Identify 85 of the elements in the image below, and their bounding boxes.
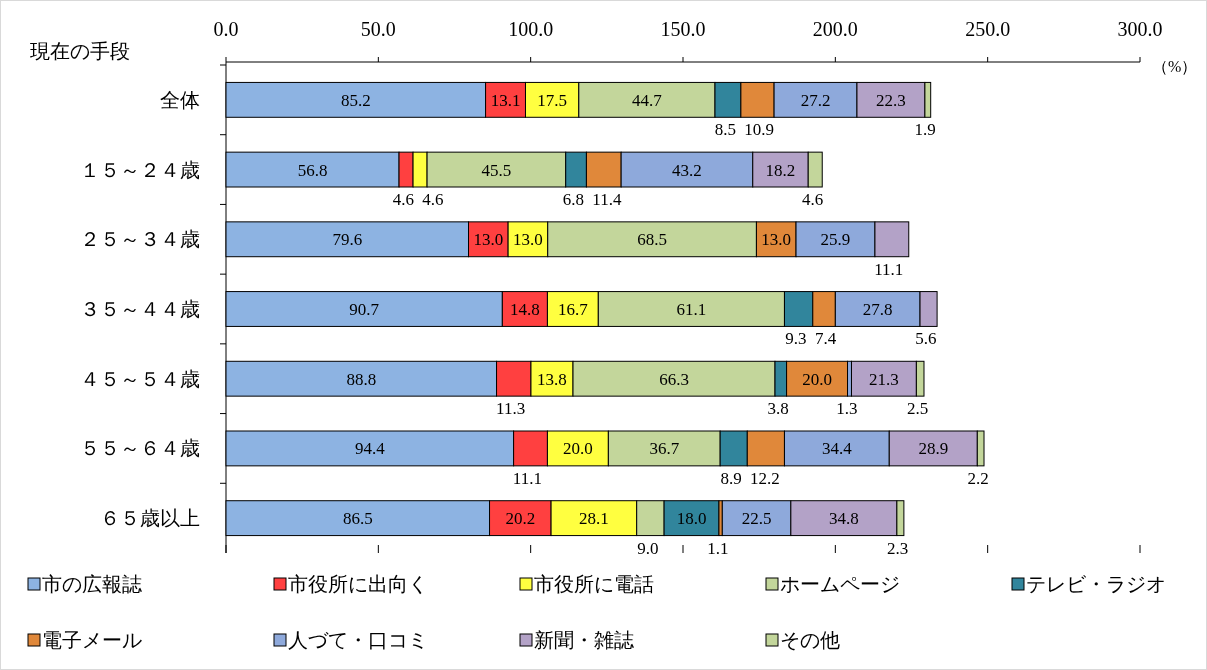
data-label: 45.5 — [481, 160, 512, 180]
data-label: 22.5 — [741, 509, 772, 529]
data-label: 13.0 — [513, 230, 543, 250]
legend-label: ホームページ — [780, 573, 900, 595]
data-label: 4.6 — [422, 190, 444, 209]
legend-label: その他 — [780, 629, 840, 651]
data-label: 94.4 — [354, 439, 386, 459]
legend-label: 市役所に出向く — [288, 573, 428, 595]
data-label: 13.0 — [761, 230, 792, 250]
data-label: 14.8 — [510, 300, 540, 319]
data-label: 6.8 — [562, 190, 585, 209]
data-label: 86.5 — [342, 509, 373, 529]
data-label: 88.8 — [346, 369, 377, 389]
data-label: 85.2 — [340, 90, 371, 110]
y-tick-label: ３５～４４歳 — [80, 298, 200, 320]
data-label: 12.2 — [749, 468, 780, 488]
data-label: 2.5 — [906, 399, 929, 419]
x-tick-label: 150.0 — [660, 18, 706, 40]
data-label: 11.1 — [512, 468, 542, 488]
data-label: 1.1 — [707, 538, 729, 558]
legend-label: 市役所に電話 — [534, 573, 654, 595]
x-tick-label: 250.0 — [965, 18, 1011, 40]
y-tick-label: １５～２４歳 — [80, 158, 200, 181]
data-label: 11.4 — [592, 190, 622, 209]
data-label: 34.8 — [828, 509, 859, 529]
legend-label: 新聞・雑誌 — [534, 629, 634, 651]
data-label: 11.3 — [496, 399, 526, 419]
legend-label: 市の広報誌 — [42, 573, 142, 595]
data-label: 79.6 — [332, 230, 363, 250]
data-label: 17.5 — [537, 90, 568, 110]
legend-label: 人づて・口コミ — [288, 629, 428, 651]
data-label: 2.2 — [967, 468, 989, 488]
y-tick-label: ５５～６４歳 — [80, 437, 200, 460]
data-label: 10.9 — [744, 120, 774, 140]
data-label: 43.2 — [672, 160, 702, 180]
x-tick-label: 200.0 — [812, 18, 858, 40]
data-label: 56.8 — [297, 160, 328, 180]
data-label: 25.9 — [820, 230, 851, 250]
data-label: 13.0 — [473, 230, 504, 250]
y-tick-label: ２５～３４歳 — [80, 228, 200, 251]
data-label: 36.7 — [649, 439, 680, 459]
data-label: 27.2 — [800, 90, 831, 110]
data-label: 8.9 — [720, 468, 742, 488]
data-label: 90.7 — [349, 300, 380, 319]
data-label: 9.0 — [637, 538, 659, 558]
x-tick-label: 0.0 — [213, 18, 239, 40]
data-label: 18.0 — [676, 509, 707, 529]
data-label: 68.5 — [637, 230, 667, 250]
data-label: 13.8 — [537, 369, 567, 389]
legend-label: 電子メール — [42, 629, 142, 651]
data-label: 1.3 — [836, 399, 858, 419]
data-label: 5.6 — [915, 329, 937, 349]
data-label: 1.9 — [914, 120, 936, 140]
legend-label: テレビ・ラジオ — [1026, 573, 1166, 595]
y-tick-label: ４５～５４歳 — [80, 367, 200, 390]
data-label: 9.3 — [785, 329, 807, 349]
y-tick-label: ６５歳以上 — [100, 507, 200, 530]
data-label: 22.3 — [876, 90, 906, 110]
data-label: 34.4 — [821, 439, 853, 459]
data-label: 4.6 — [801, 190, 824, 209]
data-label: 2.3 — [887, 538, 909, 558]
data-label: 11.1 — [874, 259, 904, 279]
data-label: 66.3 — [659, 369, 689, 389]
data-label: 20.0 — [802, 369, 832, 389]
x-tick-label: 300.0 — [1117, 18, 1163, 40]
x-tick-label: 100.0 — [508, 18, 554, 40]
data-label: 28.9 — [918, 439, 949, 459]
data-label: 44.7 — [632, 90, 663, 110]
data-label: 16.7 — [557, 300, 589, 319]
y-tick-label: 全体 — [160, 88, 200, 111]
data-label: 27.8 — [862, 300, 893, 319]
data-label: 20.2 — [505, 509, 536, 529]
data-label: 3.8 — [767, 399, 789, 419]
data-label: 28.1 — [579, 509, 609, 529]
data-label: 61.1 — [676, 300, 707, 319]
data-label: 7.4 — [814, 329, 837, 349]
data-label: 8.5 — [714, 120, 736, 140]
data-label: 21.3 — [869, 369, 899, 389]
x-axis-title: （%） — [1152, 58, 1198, 75]
data-label: 4.6 — [392, 190, 415, 209]
x-tick-label: 50.0 — [360, 18, 396, 40]
data-label: 13.1 — [490, 90, 521, 110]
data-label: 20.0 — [563, 439, 593, 459]
data-label: 18.2 — [765, 160, 796, 180]
y-axis-title: 現在の手段 — [30, 40, 130, 62]
